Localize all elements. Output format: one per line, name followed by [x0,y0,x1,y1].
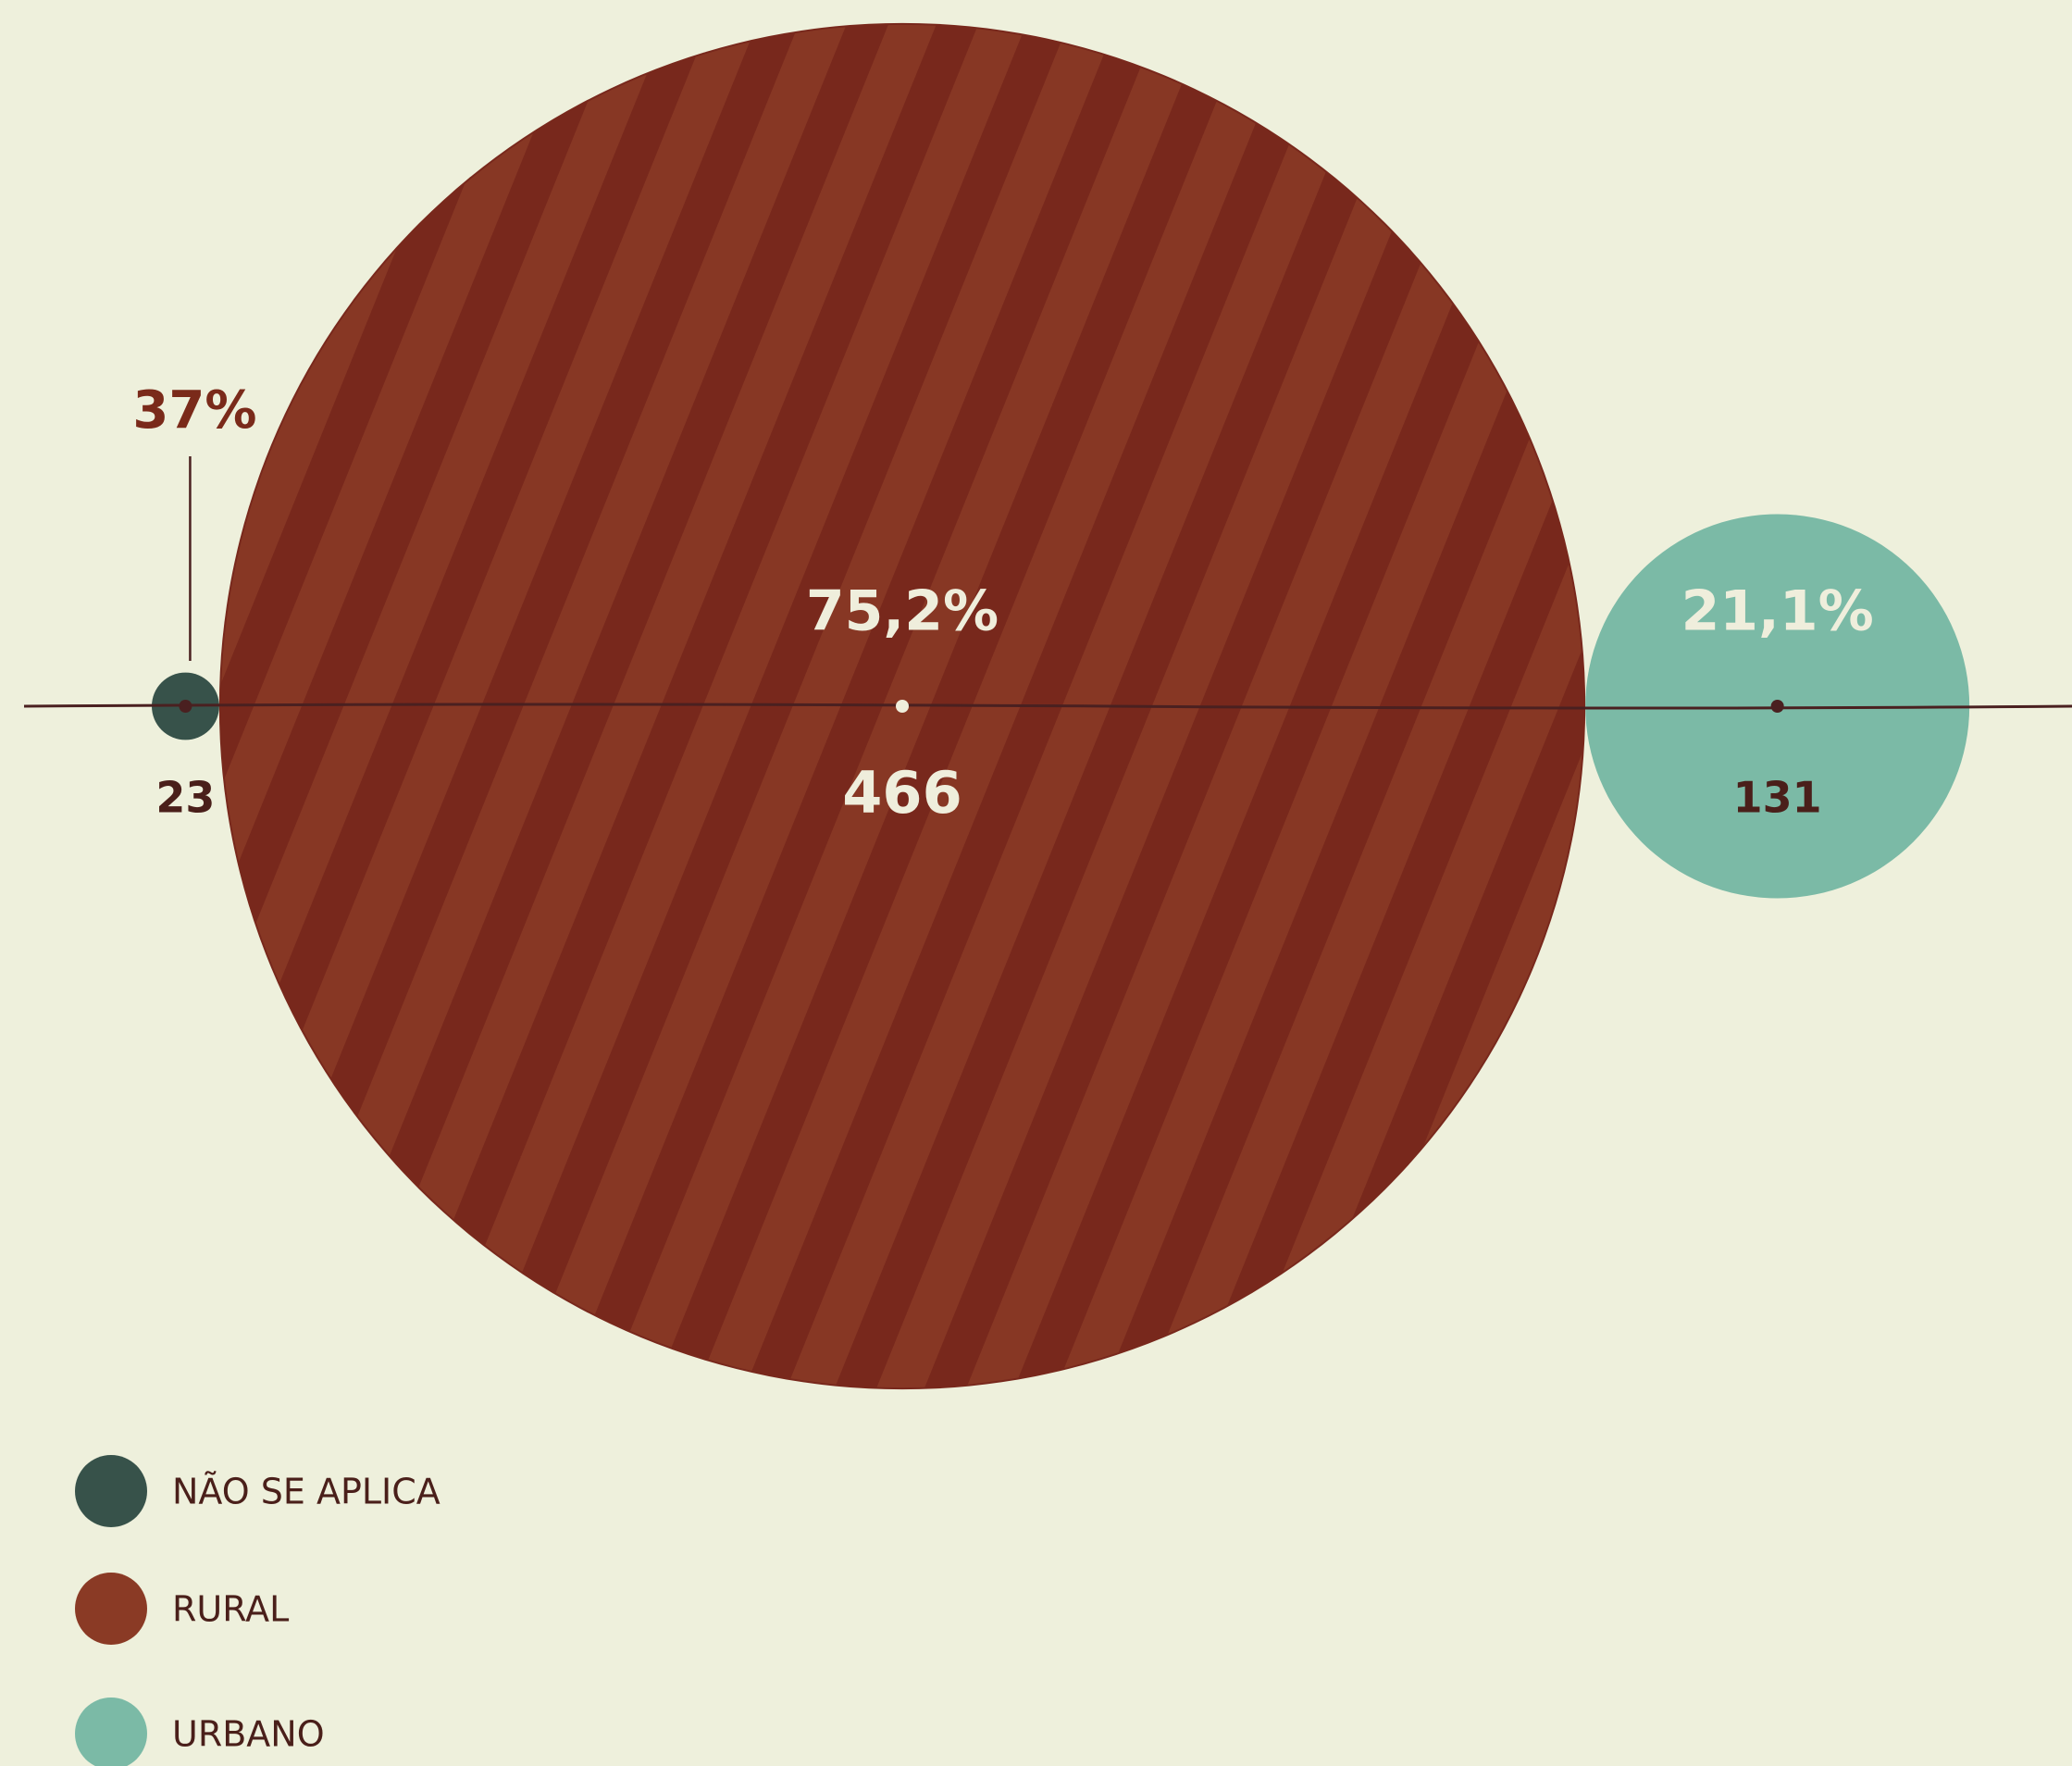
legend-swatch [75,1573,147,1645]
legend-label: RURAL [172,1589,289,1630]
center-dot [179,700,192,713]
count-label: 23 [155,773,215,823]
percent-label: 21,1% [1681,579,1874,644]
legend-swatch [75,1698,147,1766]
legend-label: URBANO [172,1714,325,1755]
percent-label: 75,2% [806,579,999,644]
center-dot [896,700,910,713]
percent-label: 37% [132,380,256,441]
legend-label: NÃO SE APLICA [172,1472,440,1512]
center-dot [1770,700,1784,713]
baseline [23,703,2072,710]
count-label: 466 [842,759,962,827]
count-label: 131 [1733,773,1822,823]
legend-swatch [75,1455,147,1527]
